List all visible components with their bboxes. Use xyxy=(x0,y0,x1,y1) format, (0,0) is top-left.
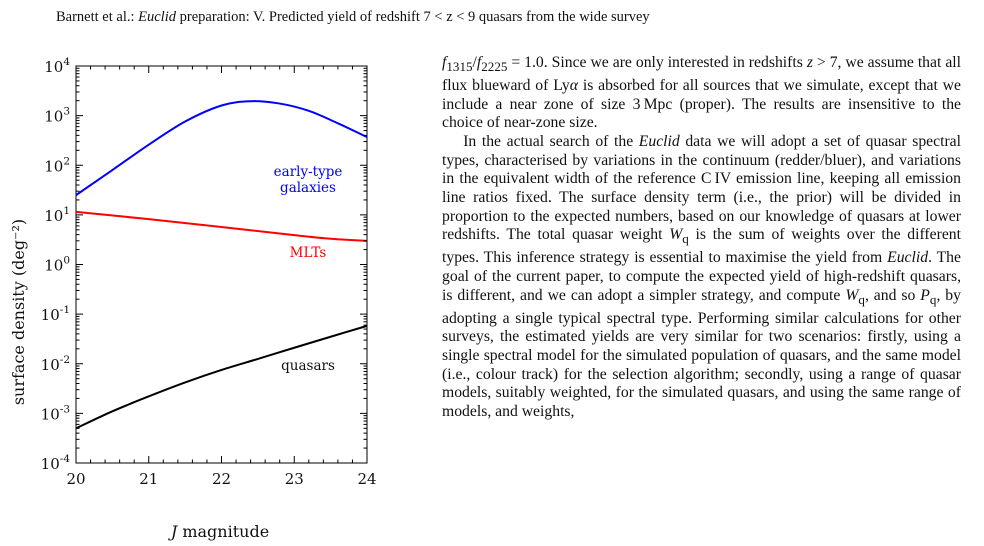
series-line-mlts xyxy=(75,210,368,242)
y-tick-label: 102 xyxy=(44,155,70,175)
plot-frame xyxy=(75,65,368,464)
annotation-mlts: MLTs xyxy=(290,245,327,261)
x-axis-label: J magnitude xyxy=(168,522,269,541)
y-tick-label: 10-1 xyxy=(41,304,70,324)
paragraph-2: In the actual search of the Euclid data … xyxy=(442,132,961,421)
plot-tick-labels: 20 21 22 23 24 104 103 102 101 100 10-1 10-2 10-3 10-… xyxy=(41,56,377,488)
x-tick-label: 20 xyxy=(66,470,85,488)
paragraph-1: f1315/f2225 = 1.0. Since we are only int… xyxy=(442,54,961,132)
y-tick-label: 103 xyxy=(44,106,70,126)
running-header: Barnett et al.: Euclid preparation: V. P… xyxy=(56,9,650,26)
x-tick-label: 22 xyxy=(212,470,231,488)
plot-curves xyxy=(75,100,368,430)
x-tick-label: 24 xyxy=(357,470,376,488)
surface-density-chart: 20 21 22 23 24 104 103 102 101 100 10-1 10-2 10-3 10-… xyxy=(9,56,377,541)
y-tick-label: 104 xyxy=(44,56,70,76)
series-line-early-type-galaxies xyxy=(75,100,368,196)
header-authors: Barnett et al.: xyxy=(56,9,135,25)
y-tick-label: 101 xyxy=(44,205,70,225)
annotation-galaxies: galaxies xyxy=(280,180,336,196)
header-journal: Euclid xyxy=(138,9,176,25)
header-title: preparation: V. Predicted yield of redsh… xyxy=(179,9,650,25)
series-line-quasars xyxy=(75,324,368,430)
plot-axes xyxy=(75,65,368,464)
x-tick-label: 23 xyxy=(285,470,304,488)
body-column: f1315/f2225 = 1.0. Since we are only int… xyxy=(442,54,961,422)
plot-ticks xyxy=(75,65,368,464)
x-tick-label: 21 xyxy=(139,470,158,488)
y-axis-label: surface density (deg⁻²) xyxy=(9,219,28,405)
y-tick-label: 10-3 xyxy=(41,403,70,423)
y-tick-label: 100 xyxy=(44,255,70,275)
y-tick-label: 10-2 xyxy=(41,354,70,374)
annotation-early-type: early-type xyxy=(274,164,343,180)
annotation-quasars: quasars xyxy=(281,358,335,374)
y-tick-label: 10-4 xyxy=(41,453,71,473)
